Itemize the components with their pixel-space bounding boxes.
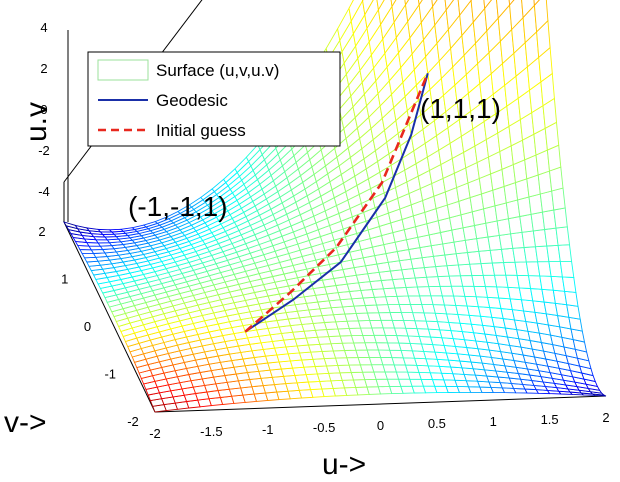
y-tick-label: 2 — [38, 224, 45, 239]
legend-label-initial-guess: Initial guess — [156, 121, 246, 140]
surface-cell — [377, 0, 393, 26]
surface-cell — [362, 0, 374, 16]
surface-cell — [553, 207, 568, 229]
y-tick-label: -1 — [104, 367, 116, 382]
surface-cell — [432, 0, 447, 27]
legend: Surface (u,v,u.v) Geodesic Initial guess — [87, 51, 341, 147]
surface-cell — [404, 0, 409, 6]
x-tick-label: 0.5 — [428, 416, 446, 431]
x-tick-label: 1 — [490, 414, 497, 429]
x-tick-label: 1.5 — [541, 412, 559, 427]
surface-cell — [445, 0, 461, 31]
z-tick-label: 0 — [40, 102, 47, 117]
legend-label-geodesic: Geodesic — [156, 91, 228, 110]
surface-cell — [391, 0, 406, 24]
surface-cell — [457, 0, 472, 17]
z-axis-label: u.v — [20, 102, 53, 142]
y-tick-label: -2 — [127, 414, 139, 429]
surface-cell — [555, 226, 571, 246]
surface-mesh — [63, 0, 607, 413]
surface-cell — [431, 0, 438, 8]
axis-edge — [154, 395, 607, 413]
surface-cell — [483, 0, 492, 10]
surface-cell — [496, 0, 511, 20]
tick-labels: -2 -1.5 -1 -0.5 0 0.5 1 1.5 2 -2 -1 0 1 2 -4 -2 0 2 4 — [38, 20, 609, 441]
x-tick-label: 0 — [377, 418, 384, 433]
x-axis-label: u-> — [322, 448, 366, 481]
surface-cell — [521, 0, 535, 19]
surface-cell — [484, 0, 499, 32]
z-tick-label: 2 — [40, 61, 47, 76]
x-tick-label: -2 — [149, 426, 161, 441]
surface-cell — [348, 0, 364, 23]
surface-cell — [561, 276, 577, 293]
surface-cell — [470, 0, 486, 24]
z-tick-label: -2 — [38, 143, 50, 158]
x-tick-label: -0.5 — [313, 420, 335, 435]
surface-cell — [390, 0, 397, 8]
surface-cell — [559, 261, 575, 278]
legend-swatch-surface — [97, 59, 149, 81]
surface-cell — [405, 0, 420, 23]
surface-cell — [364, 0, 379, 30]
annotation-start-point: (-1,-1,1) — [128, 191, 228, 222]
surface-cell — [564, 290, 579, 307]
surface-cell — [508, 0, 515, 7]
series-geodesic — [244, 72, 429, 333]
surface-cell — [533, 0, 549, 33]
z-tick-label: 4 — [40, 20, 47, 35]
y-tick-label: 1 — [61, 272, 68, 287]
legend-label-surface: Surface (u,v,u.v) — [156, 61, 279, 80]
surface-cell — [376, 0, 385, 12]
surface-cell — [418, 0, 423, 6]
x-tick-label: -1 — [262, 422, 274, 437]
surface-cell — [444, 0, 454, 12]
y-tick-label: 0 — [84, 319, 91, 334]
surface-cell — [533, 0, 540, 7]
surface-cell — [509, 0, 524, 31]
surface-cell — [418, 0, 434, 24]
surface-cell — [557, 244, 573, 263]
axis-edge — [63, 221, 156, 413]
annotation-end-point: (1,1,1) — [420, 93, 501, 124]
curves — [244, 72, 429, 333]
surface-cell — [362, 0, 364, 3]
surface-cell — [566, 304, 581, 320]
x-tick-label: 2 — [602, 410, 609, 425]
series-initial-guess — [244, 72, 429, 333]
y-axis-label: v-> — [4, 406, 47, 439]
surface-cell — [551, 187, 566, 211]
z-tick-label: -4 — [38, 184, 50, 199]
x-tick-label: -1.5 — [200, 424, 222, 439]
